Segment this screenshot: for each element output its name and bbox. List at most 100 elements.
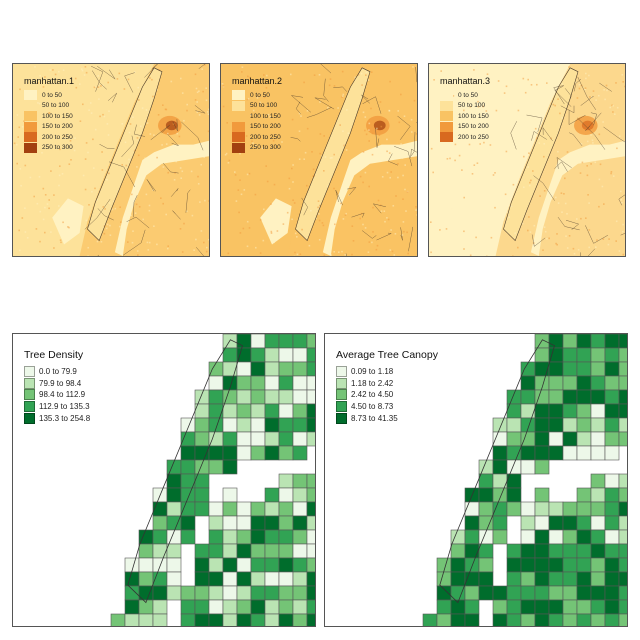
legend-item: 0 to 50 <box>232 90 281 101</box>
legend-swatch <box>336 401 347 413</box>
legend-label: 0 to 50 <box>458 91 478 99</box>
legend-item: 0 to 50 <box>24 90 73 101</box>
district-boundaries <box>290 64 417 256</box>
tree-canopy-map-panel: Average Tree Canopy 0.09 to 1.18 1.18 to… <box>324 333 628 627</box>
legend-item: 100 to 150 <box>440 111 489 122</box>
legend-swatch <box>24 121 37 132</box>
legend-swatch <box>24 377 35 389</box>
raster-map-panel-3: manhattan.3 0 to 50 50 to 100 100 to 150… <box>428 63 626 257</box>
legend-item: 50 to 100 <box>24 100 73 112</box>
map-title: manhattan.3 <box>440 76 491 86</box>
legend-label: 112.9 to 135.3 <box>39 402 90 412</box>
island-area <box>87 67 162 241</box>
legend-label: 150 to 200 <box>250 123 281 131</box>
legend-swatch <box>24 100 37 111</box>
legend-swatch <box>24 389 35 401</box>
legend-item: 100 to 150 <box>24 111 73 122</box>
raster-texture <box>430 65 625 256</box>
legend-swatch <box>336 377 347 389</box>
tree-density-map-panel: Tree Density 0.0 to 79.9 79.9 to 98.4 98… <box>12 333 316 627</box>
legend-item: 200 to 250 <box>440 132 489 143</box>
legend-swatch <box>232 100 245 111</box>
legend-item: 150 to 200 <box>232 121 281 133</box>
legend-item: 50 to 100 <box>440 100 489 112</box>
legend-item: 1.18 to 2.42 <box>336 377 398 390</box>
legend-item: 150 to 200 <box>440 121 489 133</box>
island-area <box>503 67 578 241</box>
bay <box>468 198 500 245</box>
legend-item: 50 to 100 <box>232 100 281 112</box>
legend-swatch <box>440 121 453 132</box>
legend-label: 8.73 to 41.35 <box>351 413 398 423</box>
island-outline <box>127 339 243 604</box>
bay <box>260 198 292 245</box>
legend-label: 98.4 to 112.9 <box>39 390 86 400</box>
legend-item: 100 to 150 <box>232 111 281 122</box>
legend-item: 250 to 300 <box>232 142 281 154</box>
legend-item: 150 to 200 <box>24 121 73 133</box>
tree-canopy-map-canvas <box>325 334 627 626</box>
legend-swatch <box>336 366 347 378</box>
island-area <box>295 67 370 241</box>
legend-item: 98.4 to 112.9 <box>24 389 90 401</box>
legend-item: 0 to 50 <box>440 90 489 101</box>
legend-item: 200 to 250 <box>232 132 281 143</box>
legend-swatch <box>232 142 245 153</box>
island-outline <box>503 67 579 242</box>
raster-map-panel-2: manhattan.2 0 to 50 50 to 100 100 to 150… <box>220 63 418 257</box>
raster-texture <box>221 66 417 256</box>
hotspot-core <box>165 120 178 131</box>
tree-density-map-canvas <box>13 334 315 626</box>
legend-label: 50 to 100 <box>250 102 278 110</box>
legend-item: 0.0 to 79.9 <box>24 366 90 378</box>
legend-label: 50 to 100 <box>458 102 486 110</box>
legend-swatch <box>24 132 37 143</box>
legend-swatch <box>232 90 245 101</box>
legend-swatch <box>24 142 37 153</box>
legend-swatch <box>24 366 35 378</box>
legend-label: 100 to 150 <box>458 112 489 120</box>
legend-label: 200 to 250 <box>250 133 281 141</box>
legend-label: 100 to 150 <box>250 112 281 120</box>
legend-label: 0 to 50 <box>42 91 62 99</box>
legend-swatch <box>232 111 245 122</box>
bay <box>52 198 84 245</box>
legend-item: 2.42 to 4.50 <box>336 389 398 401</box>
legend-label: 150 to 200 <box>458 123 489 131</box>
legend-item: 4.50 to 8.73 <box>336 401 398 413</box>
raster-map-panel-1: manhattan.1 0 to 50 50 to 100 100 to 150… <box>12 63 210 257</box>
legend-swatch <box>24 111 37 122</box>
legend-label: 2.42 to 4.50 <box>351 390 394 400</box>
legend-label: 135.3 to 254.8 <box>39 413 91 423</box>
legend-swatch <box>440 111 453 122</box>
legend-label: 250 to 300 <box>42 144 73 152</box>
legend-swatch <box>24 401 35 413</box>
legend-label: 1.18 to 2.42 <box>351 378 394 388</box>
legend-label: 250 to 300 <box>250 144 281 152</box>
legend-label: 50 to 100 <box>42 102 70 110</box>
map-title: Average Tree Canopy <box>336 349 438 361</box>
legend-swatch <box>440 100 453 111</box>
legend-swatch <box>440 90 453 101</box>
map-legend: 0 to 50 50 to 100 100 to 150 150 to 200 … <box>232 90 281 153</box>
map-title: manhattan.1 <box>24 76 75 86</box>
legend-swatch <box>336 412 347 424</box>
legend-item: 0.09 to 1.18 <box>336 366 398 378</box>
legend-label: 200 to 250 <box>42 133 73 141</box>
map-legend: 0.0 to 79.9 79.9 to 98.4 98.4 to 112.9 1… <box>24 366 90 424</box>
river <box>114 140 209 256</box>
legend-label: 79.9 to 98.4 <box>39 378 82 388</box>
legend-swatch <box>24 412 35 424</box>
map-legend: 0.09 to 1.18 1.18 to 2.42 2.42 to 4.50 4… <box>336 366 398 424</box>
map-title: Tree Density <box>24 349 84 361</box>
legend-label: 100 to 150 <box>42 112 73 120</box>
census-tracts <box>110 334 315 626</box>
river <box>322 140 417 256</box>
raster-map-3-canvas <box>429 64 625 256</box>
legend-label: 0.09 to 1.18 <box>351 367 394 377</box>
legend-label: 150 to 200 <box>42 123 73 131</box>
legend-label: 200 to 250 <box>458 133 489 141</box>
census-tracts <box>422 334 627 626</box>
legend-swatch <box>232 121 245 132</box>
raster-map-1-canvas <box>13 64 209 256</box>
